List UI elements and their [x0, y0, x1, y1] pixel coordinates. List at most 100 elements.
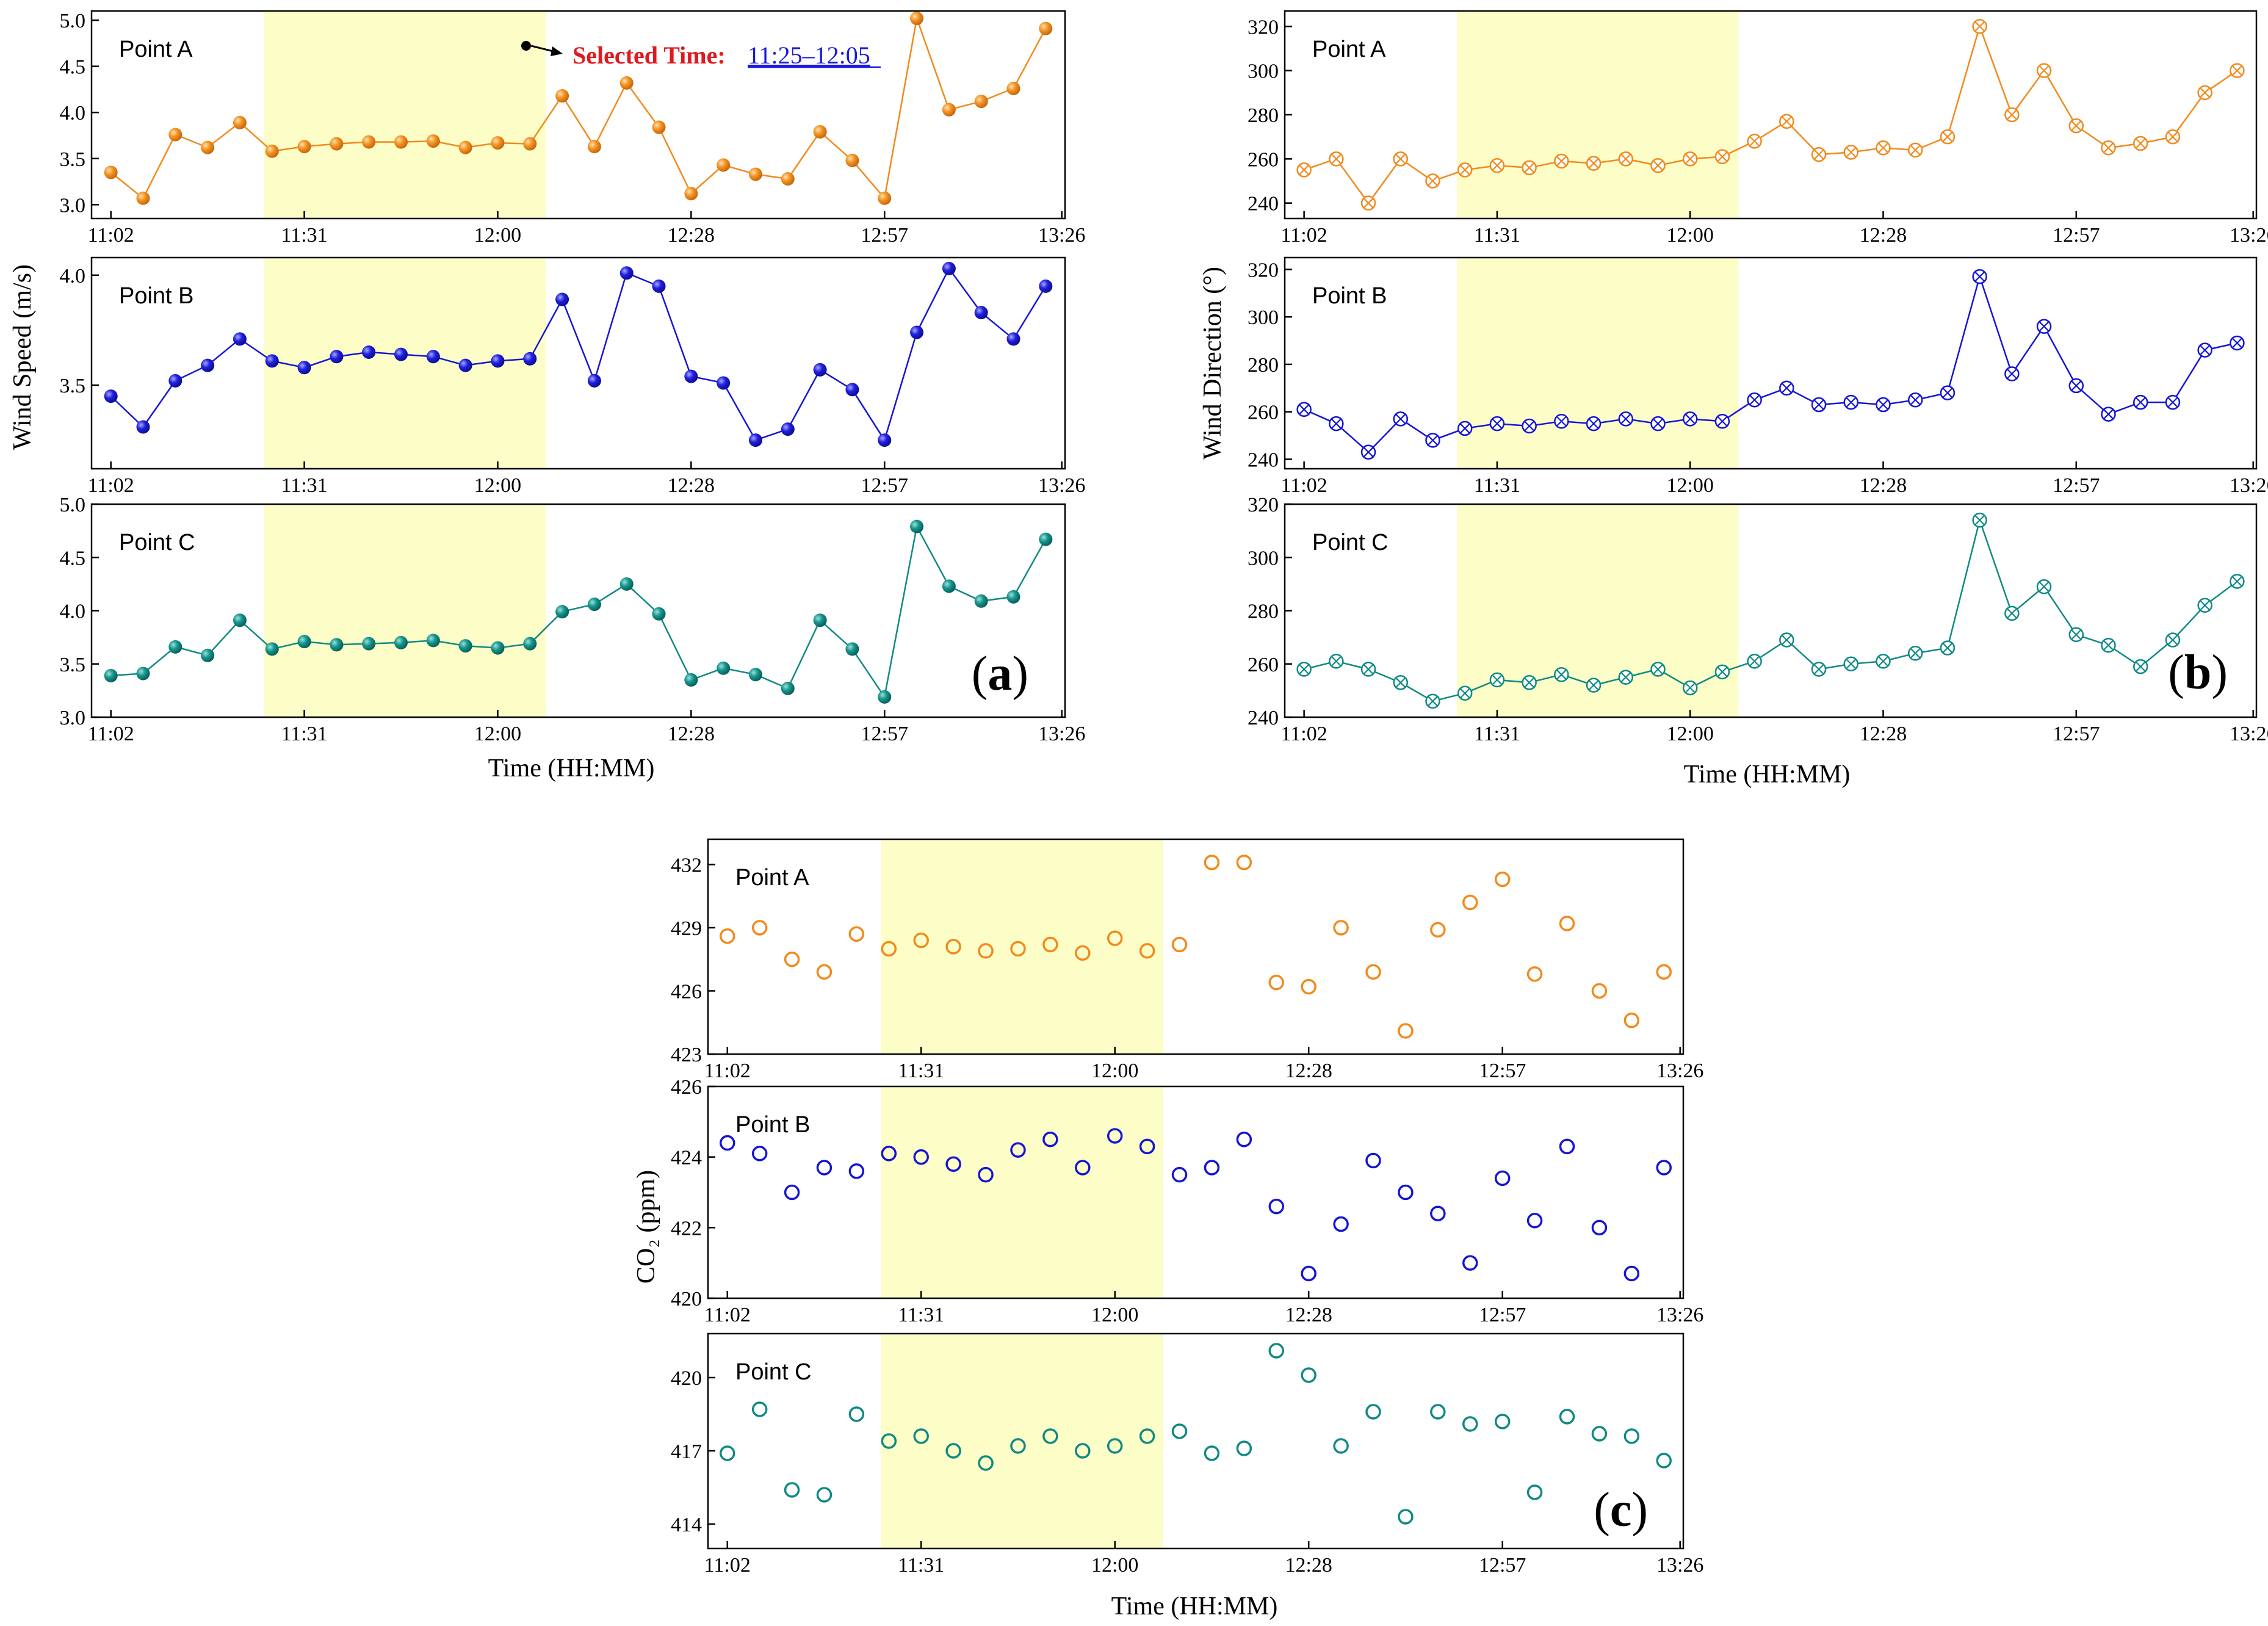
data-point	[1656, 1160, 1672, 1176]
data-point	[1398, 1184, 1414, 1201]
data-point	[458, 358, 472, 372]
data-point	[978, 1455, 994, 1471]
data-point	[781, 681, 795, 695]
data-point	[1107, 930, 1123, 946]
panel-a-subplot-point-c: 3.0 3.5 4.0 4.5 5.0 11:02 11:31 12:00 12:28 12:57…	[60, 494, 1086, 745]
data-point	[1039, 279, 1053, 293]
x-tick-label: 12:28	[668, 723, 715, 745]
selected-time-highlight	[881, 839, 1164, 1054]
panel-c-x-axis-title: Time (HH:MM)	[1111, 1592, 1278, 1621]
data-point	[1171, 1166, 1188, 1183]
data-point	[2230, 574, 2245, 589]
data-point	[2004, 605, 2020, 621]
data-point	[426, 134, 440, 148]
data-point	[2133, 659, 2148, 674]
data-point	[2133, 136, 2148, 151]
data-point	[1236, 855, 1252, 870]
data-point	[1591, 1426, 1608, 1442]
data-point	[845, 153, 859, 167]
data-point	[523, 137, 537, 151]
data-point	[751, 1146, 768, 1162]
data-point	[1623, 1265, 1640, 1282]
plot-frame	[90, 503, 1066, 718]
data-point	[1010, 941, 1026, 957]
y-tick-label: 320	[1248, 16, 1279, 38]
x-tick-label: 12:00	[1666, 224, 1713, 247]
data-point	[2165, 632, 2181, 648]
data-point	[1398, 1023, 1414, 1039]
data-point	[813, 613, 827, 627]
data-point	[1522, 160, 1537, 176]
data-point	[458, 639, 472, 653]
panel-c-co2: 423 426 429 432 11:02 11:31 12:00 12:28 12:57 13:…	[632, 838, 1703, 1621]
data-point	[1425, 433, 1440, 448]
y-tick-label: 260	[1248, 148, 1279, 171]
x-tick-label: 13:26	[1656, 1304, 1703, 1326]
data-point	[426, 350, 440, 364]
data-point	[652, 607, 666, 621]
x-tick-label: 11:02	[88, 224, 134, 247]
data-point	[1107, 1438, 1123, 1454]
y-tick-label: 300	[1248, 306, 1279, 329]
data-point	[942, 262, 956, 276]
data-point	[878, 191, 892, 205]
panel-b-letter: (b)	[2168, 646, 2228, 699]
panel-b-x-axis-title: Time (HH:MM)	[1684, 761, 1851, 789]
x-tick-label: 12:57	[1479, 1554, 1526, 1577]
x-tick-label: 12:00	[474, 474, 521, 497]
data-point	[1333, 920, 1349, 936]
data-point	[233, 332, 247, 346]
plot-frame	[707, 1085, 1685, 1299]
y-tick-label: 432	[671, 854, 702, 876]
data-point	[1876, 654, 1891, 669]
panel-a-x-axis-title: Time (HH:MM)	[488, 754, 655, 782]
data-point	[1650, 157, 1666, 173]
data-point	[652, 120, 666, 134]
data-point	[2101, 637, 2116, 653]
data-point	[719, 1135, 735, 1151]
data-point	[913, 1149, 929, 1165]
data-point	[555, 89, 569, 103]
data-point	[1586, 156, 1602, 171]
data-point	[2036, 63, 2052, 78]
data-point	[1039, 21, 1053, 35]
data-point	[748, 433, 762, 447]
data-point	[1559, 1409, 1575, 1425]
data-point	[1682, 680, 1698, 696]
data-point	[1907, 392, 1923, 408]
data-point	[330, 638, 344, 652]
data-point	[104, 668, 118, 682]
data-point	[945, 939, 961, 955]
data-point	[816, 1487, 832, 1503]
y-tick-label: 417	[671, 1440, 702, 1463]
data-point	[1747, 654, 1762, 669]
data-point	[1682, 411, 1698, 427]
x-tick-label: 11:02	[704, 1060, 751, 1082]
y-tick-label: 280	[1248, 354, 1279, 377]
y-tick-label: 420	[671, 1288, 702, 1310]
data-point	[1940, 129, 1956, 145]
data-point	[784, 951, 800, 967]
y-tick-label: 5.0	[60, 10, 86, 32]
data-point	[1972, 19, 1987, 34]
data-point	[1940, 640, 1956, 656]
data-point	[1489, 672, 1505, 688]
data-point	[1559, 1138, 1575, 1155]
x-tick-label: 11:31	[898, 1554, 944, 1577]
selected-time-highlight	[881, 1086, 1164, 1298]
plot-frame	[1284, 256, 2258, 470]
data-point	[1554, 667, 1569, 682]
data-point	[1393, 411, 1409, 427]
data-point	[1972, 269, 1987, 284]
data-point	[717, 661, 731, 675]
data-point	[1329, 416, 1344, 432]
x-tick-label: 12:00	[474, 224, 521, 247]
data-point	[2197, 342, 2212, 358]
y-tick-label: 422	[671, 1217, 702, 1240]
data-point	[848, 1406, 865, 1422]
y-tick-label: 240	[1248, 449, 1279, 471]
data-point	[523, 637, 537, 651]
data-point	[1907, 142, 1923, 158]
selected-time-highlight	[1457, 258, 1739, 469]
panel-c-letter-text: c	[1610, 1483, 1632, 1537]
